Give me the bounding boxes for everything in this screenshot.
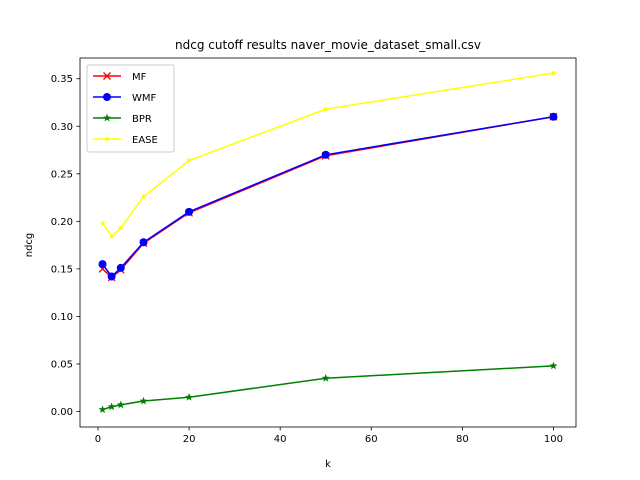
x-tick-label: 0 bbox=[95, 434, 101, 445]
x-tick-label: 20 bbox=[183, 434, 196, 445]
chart-title: ndcg cutoff results naver_movie_dataset_… bbox=[175, 38, 481, 52]
y-tick-label: 0.05 bbox=[51, 359, 73, 370]
data-point-wmf bbox=[549, 112, 558, 121]
data-point-bpr bbox=[116, 400, 125, 409]
legend-marker-wmf bbox=[103, 93, 111, 101]
data-point-ease bbox=[323, 107, 328, 112]
y-tick-label: 0.25 bbox=[51, 169, 73, 180]
data-point-ease bbox=[100, 221, 105, 226]
y-tick-label: 0.15 bbox=[51, 264, 73, 275]
x-axis-label: k bbox=[325, 459, 331, 470]
data-point-wmf bbox=[321, 150, 330, 159]
y-tick-label: 0.30 bbox=[51, 122, 73, 133]
y-tick-label: 0.35 bbox=[51, 74, 73, 85]
data-point-bpr bbox=[321, 374, 330, 382]
data-point-bpr bbox=[549, 361, 558, 370]
axes-frame bbox=[79, 57, 577, 428]
data-point-bpr bbox=[107, 402, 116, 411]
axes: 0 20 40 60 80 100 0.00 0.05 0.10 0.15 0.20 0.25 0.30… bbox=[51, 57, 577, 445]
data-point-wmf bbox=[107, 272, 116, 281]
legend-label-mf: MF bbox=[132, 72, 147, 83]
legend-marker-bpr bbox=[103, 113, 111, 122]
plot-area bbox=[98, 71, 558, 413]
data-point-ease bbox=[141, 194, 146, 199]
x-tick-label: 60 bbox=[365, 434, 378, 445]
legend-label-bpr: BPR bbox=[132, 114, 152, 125]
data-point-bpr bbox=[98, 405, 107, 413]
data-point-wmf bbox=[98, 260, 107, 269]
data-point-wmf bbox=[185, 207, 194, 216]
data-point-ease bbox=[187, 158, 192, 163]
data-point-ease bbox=[118, 226, 123, 231]
legend-label-ease: EASE bbox=[132, 135, 158, 146]
legend-box bbox=[86, 64, 175, 153]
legend-marker-ease bbox=[105, 137, 109, 141]
data-point-ease bbox=[109, 234, 114, 239]
x-tick-label: 80 bbox=[456, 434, 469, 445]
data-point-ease bbox=[551, 71, 556, 76]
x-tick-label: 40 bbox=[274, 434, 287, 445]
legend-label-wmf: WMF bbox=[132, 93, 157, 104]
y-tick-label: 0.10 bbox=[51, 312, 73, 323]
data-point-bpr bbox=[185, 393, 194, 401]
legend: MF WMF BPR EASE bbox=[86, 64, 175, 153]
data-point-wmf bbox=[139, 238, 148, 247]
data-point-wmf bbox=[116, 263, 125, 272]
legend-marker-mf bbox=[103, 72, 111, 80]
x-tick-label: 100 bbox=[544, 434, 563, 445]
data-point-bpr bbox=[139, 396, 148, 405]
y-tick-label: 0.20 bbox=[51, 217, 73, 228]
y-tick-label: 0.00 bbox=[51, 407, 73, 418]
y-axis-label: ndcg bbox=[24, 233, 35, 258]
